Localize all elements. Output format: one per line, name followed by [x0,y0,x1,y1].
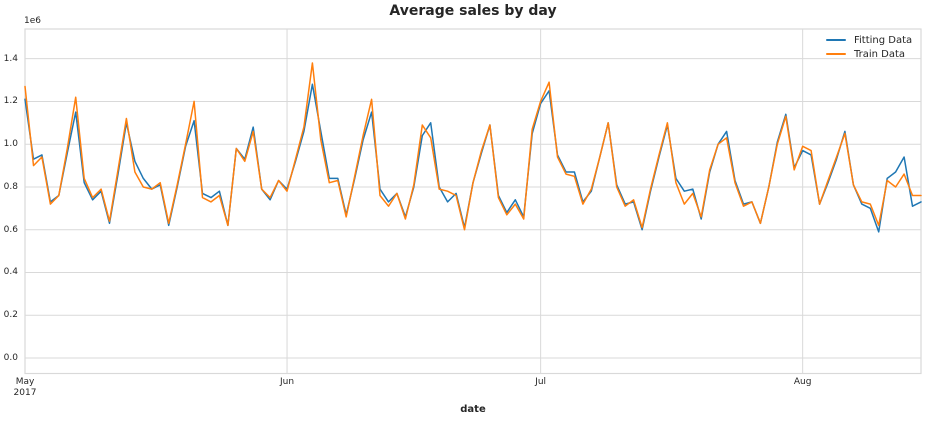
x-axis-label: date [460,404,486,415]
y-tick-label: 1.4 [3,53,18,64]
chart-title: Average sales by day [389,3,557,19]
legend-label-fitting-data: Fitting Data [854,34,913,46]
y-tick-label: 0.8 [3,181,18,192]
legend-entry-train-data: Train Data [826,47,912,61]
y-tick-label: 0.6 [3,224,18,235]
legend: Fitting Data Train Data [826,33,912,61]
fitting-data-line-swatch [826,39,846,41]
train-data-line-swatch [826,53,846,55]
x-tick-label: Jul [535,376,547,387]
series-line-fitting-data [24,83,922,233]
y-tick-label: 0.4 [3,267,18,278]
x-tick-label: Jun [280,376,295,387]
legend-label-train-data: Train Data [854,48,906,60]
x-tick-label: May 2017 [0,377,55,399]
series-line-train-data [24,62,922,231]
legend-entry-fitting-data: Fitting Data [826,33,912,47]
x-tick-label: Aug [793,376,812,387]
y-tick-label: 1.2 [3,96,18,107]
y-tick-label: 0.2 [3,310,18,321]
plot-border [24,28,922,375]
y-tick-label: 0.0 [3,353,18,363]
y-axis-offset-label: 1e6 [24,16,41,26]
y-tick-label: 1.0 [3,139,18,150]
x-tick-sublabel: 2017 [13,387,37,398]
